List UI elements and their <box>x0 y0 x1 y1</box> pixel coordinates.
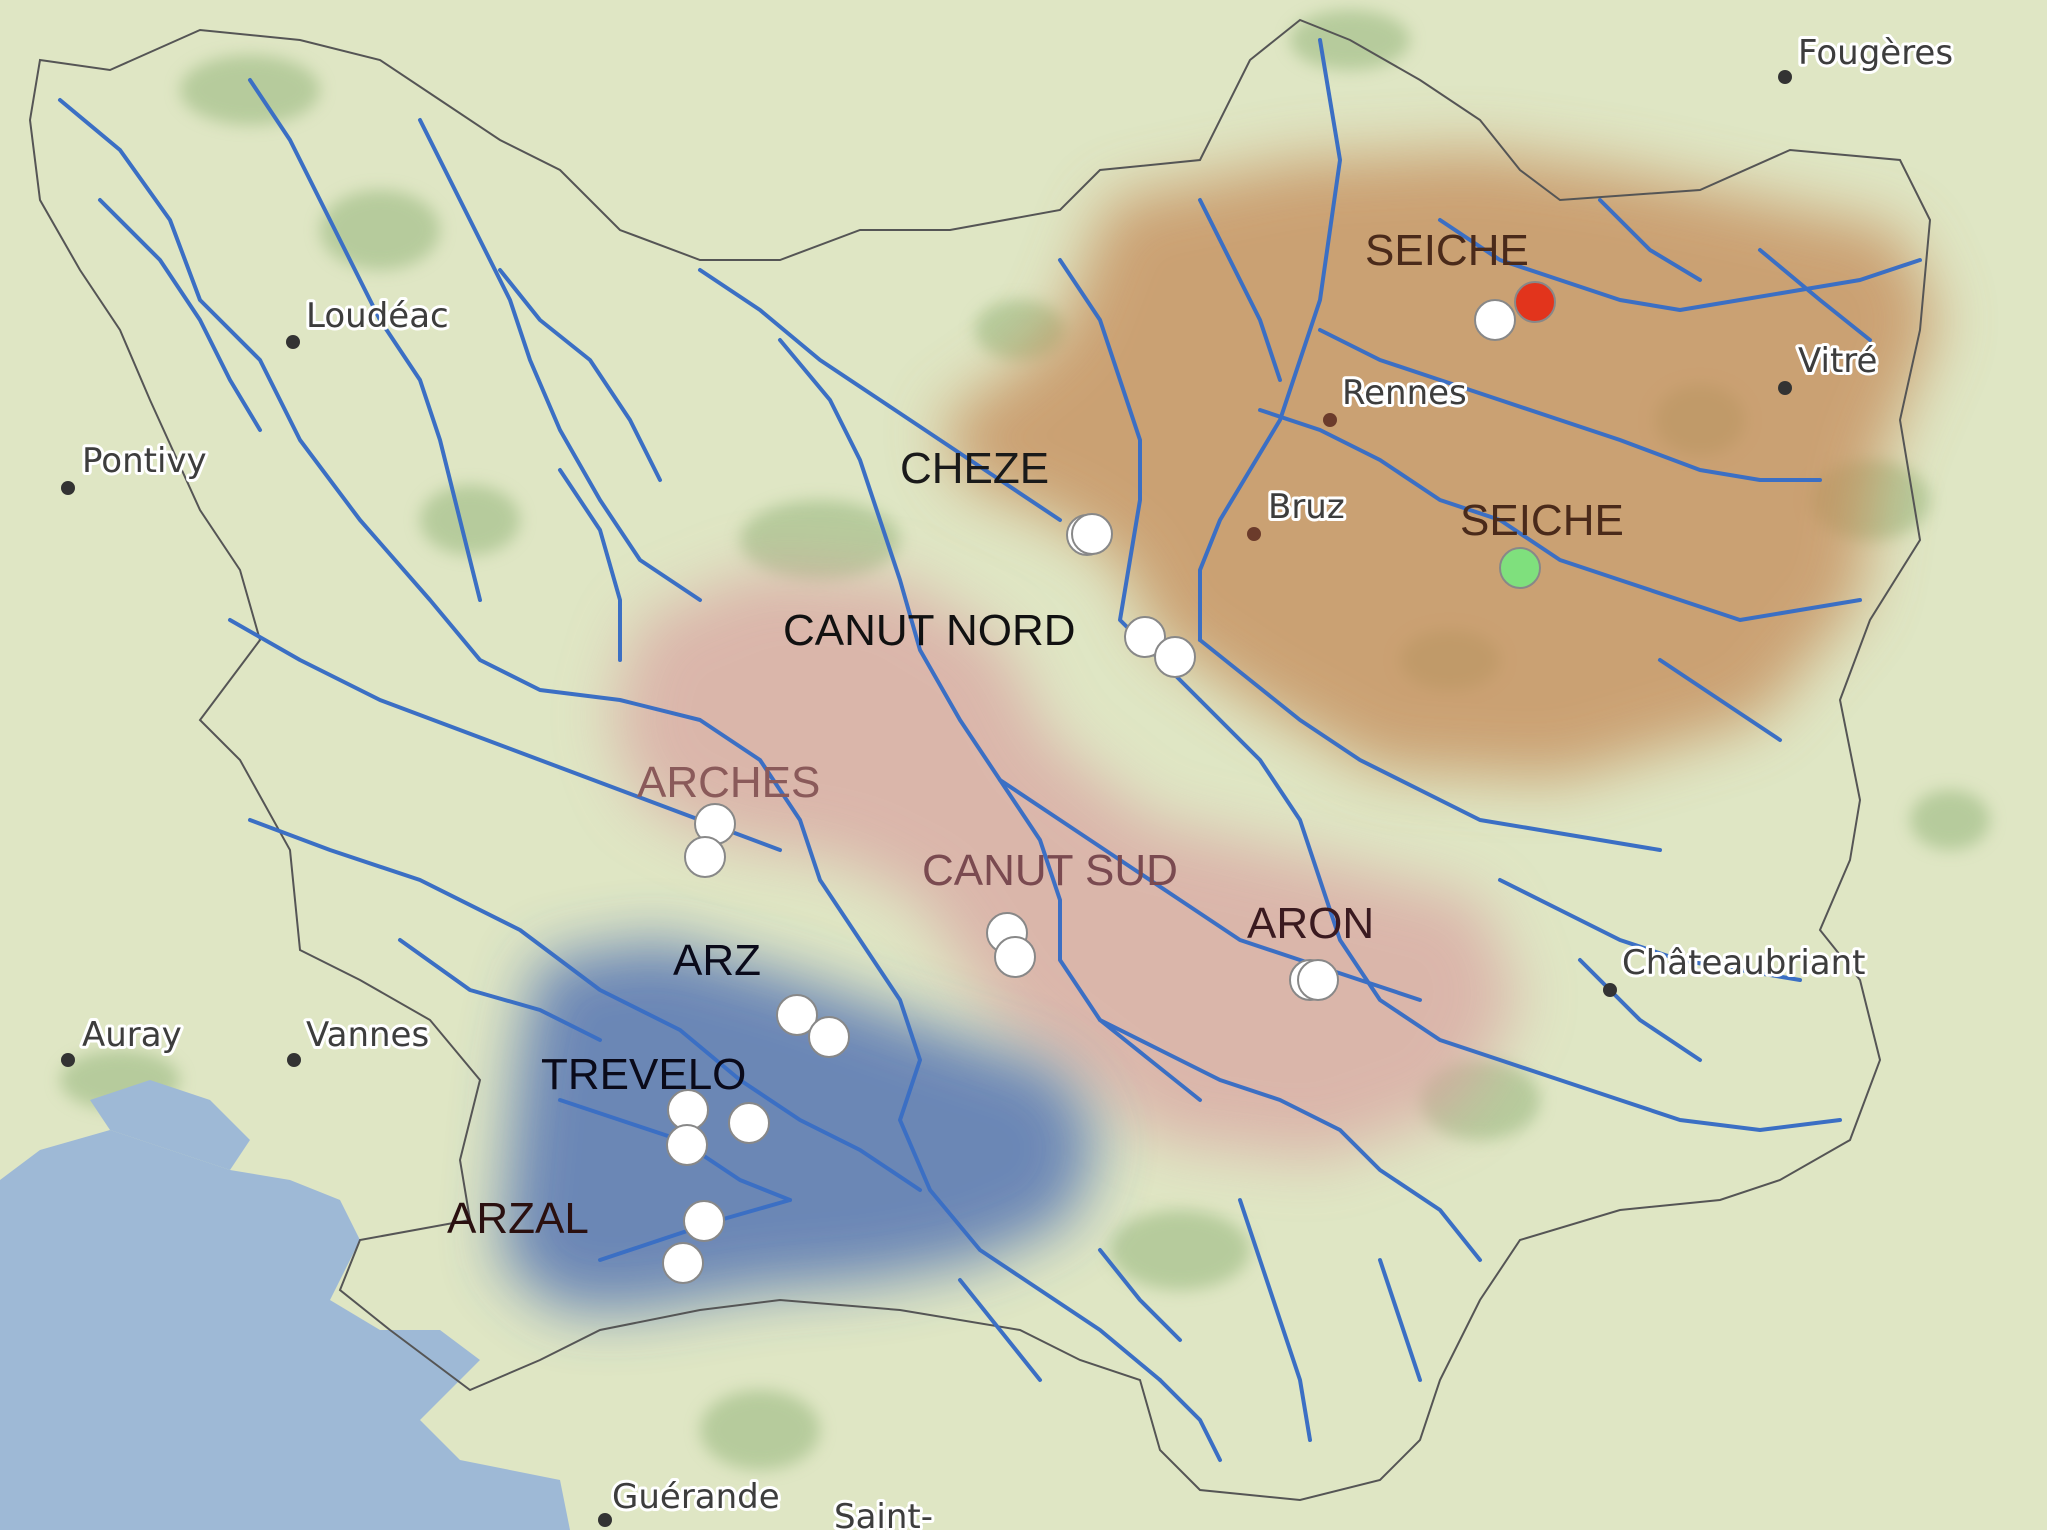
city-label: Saint- <box>834 1497 933 1530</box>
station-marker[interactable] <box>683 1200 725 1242</box>
watershed-boundary <box>28 18 1932 1502</box>
station-marker[interactable] <box>1154 636 1196 678</box>
basin-label-canut-nord: CANUT NORD <box>783 606 1076 655</box>
city-label: Bruz <box>1268 487 1345 527</box>
city-rennes: Rennes <box>1323 370 1470 427</box>
city-label: Fougères <box>1798 33 1953 73</box>
basin-overlays <box>500 150 1940 1310</box>
station-marker[interactable] <box>667 1089 709 1131</box>
station-marker[interactable] <box>666 1124 708 1166</box>
city-vitre: Vitré <box>1778 338 1880 395</box>
sea <box>0 1130 570 1530</box>
city-pontivy: Pontivy <box>61 438 210 495</box>
station-marker[interactable] <box>994 936 1036 978</box>
station-marker[interactable] <box>1071 513 1113 555</box>
city-label: Vitré <box>1798 341 1877 381</box>
station-layer[interactable] <box>662 281 1556 1284</box>
station-marker[interactable] <box>1297 959 1339 1001</box>
city-label: Loudéac <box>306 296 449 336</box>
basin-blue-overlay <box>500 940 1100 1310</box>
station-marker[interactable] <box>808 1016 850 1058</box>
river-network <box>58 38 1922 1462</box>
city-saint: Saint- <box>831 1494 936 1530</box>
city-label: Pontivy <box>82 441 207 481</box>
basin-label-layer: SEICHE CHEZE SEICHE CANUT NORD ARCHES CA… <box>447 226 1624 1243</box>
city-label: Vannes <box>306 1015 429 1055</box>
gulf-of-morbihan <box>90 1080 250 1170</box>
basin-label-seiche-south: SEICHE <box>1460 496 1624 545</box>
basin-label-trevelo: TREVELO <box>541 1050 746 1099</box>
city-layer: Fougères Loudéac Pontivy Rennes Bruz Vit… <box>61 30 1956 1530</box>
basin-pink-overlay <box>610 570 1520 1160</box>
city-label: Auray <box>82 1015 182 1055</box>
basin-label-seiche-north: SEICHE <box>1365 226 1529 275</box>
city-label: Guérande <box>612 1477 780 1517</box>
basin-label-cheze: CHEZE <box>900 444 1049 493</box>
basin-label-arz: ARZ <box>673 936 761 985</box>
station-marker-red[interactable] <box>1514 281 1556 323</box>
station-marker[interactable] <box>728 1102 770 1144</box>
station-marker-green[interactable] <box>1499 547 1541 589</box>
basin-label-aron: ARON <box>1247 899 1374 948</box>
city-fougeres: Fougères <box>1778 30 1956 84</box>
city-guerande: Guérande <box>598 1474 783 1527</box>
station-marker[interactable] <box>1124 616 1166 658</box>
station-marker[interactable] <box>684 836 726 878</box>
city-vannes: Vannes <box>287 1012 432 1067</box>
city-label: Rennes <box>1342 373 1467 413</box>
city-loudeac: Loudéac <box>286 293 452 349</box>
basin-label-arzal: ARZAL <box>447 1194 589 1243</box>
city-bruz: Bruz <box>1247 484 1348 541</box>
basin-label-arches: ARCHES <box>637 758 820 807</box>
city-auray: Auray <box>61 1012 185 1067</box>
city-chateaubriant: Châteaubriant <box>1603 940 1868 997</box>
basin-label-canut-sud: CANUT SUD <box>922 846 1178 895</box>
station-marker[interactable] <box>1474 299 1516 341</box>
station-marker[interactable] <box>776 994 818 1036</box>
station-marker[interactable] <box>662 1242 704 1284</box>
city-label: Châteaubriant <box>1622 943 1865 983</box>
